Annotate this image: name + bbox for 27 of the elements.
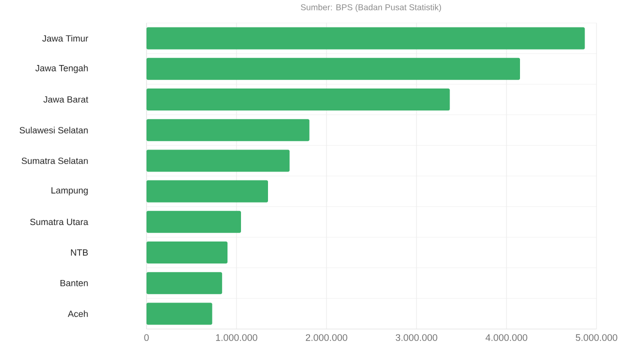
bar (146, 119, 310, 142)
y-tick-label: Sumatra Selatan (22, 157, 88, 164)
y-tick-label: Banten (60, 280, 88, 286)
y-tick-label: Lampung (52, 187, 88, 196)
y-tick-label: Jawa Timur (42, 34, 88, 42)
bar (146, 27, 585, 50)
bar (146, 302, 212, 325)
bar (146, 150, 290, 172)
y-tick-label: Jawa Barat (43, 96, 88, 103)
x-tick-label: 0 (144, 334, 149, 341)
x-tick-label: 4.000.000 (486, 334, 528, 341)
chart-subtitle: Sumber: BPS (Badan Pusat Statistik) (300, 4, 442, 12)
y-tick-label: Sulawesi Selatan (20, 126, 88, 134)
x-tick-label: 1.000.000 (216, 334, 258, 341)
bar (146, 210, 242, 233)
bar (146, 241, 228, 264)
bar (146, 272, 222, 294)
bar (146, 180, 268, 202)
y-tick-label: Sumatra Utara (30, 218, 88, 226)
bar (146, 88, 450, 111)
y-tick-label: Aceh (68, 310, 88, 318)
x-tick-label: 2.000.000 (306, 334, 348, 341)
x-tick-label: 5.000.000 (576, 334, 618, 341)
x-tick-label: 3.000.000 (396, 334, 438, 341)
y-tick-label: NTB (71, 249, 88, 256)
y-tick-label: Jawa Tengah (35, 64, 88, 74)
bar (146, 58, 520, 80)
